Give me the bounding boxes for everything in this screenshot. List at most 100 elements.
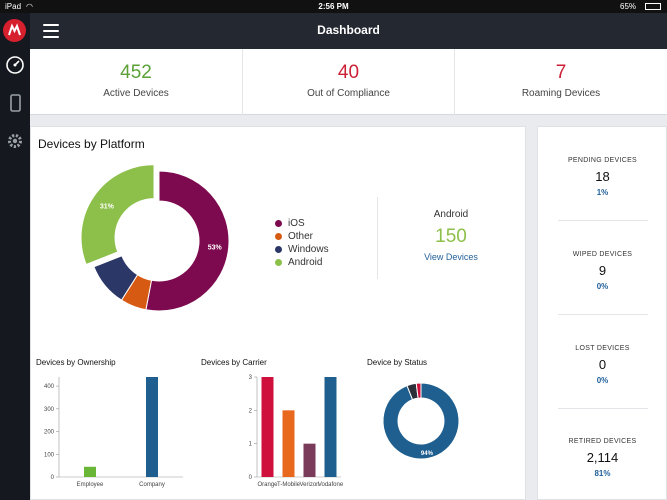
bar-company[interactable] bbox=[146, 377, 158, 477]
selected-platform-count: 150 bbox=[435, 226, 467, 247]
devices-icon[interactable] bbox=[5, 93, 25, 113]
bar-employee[interactable] bbox=[84, 466, 96, 477]
summary-strip: 452 Active Devices 40 Out of Compliance … bbox=[30, 49, 667, 115]
active-devices-summary[interactable]: 452 Active Devices bbox=[30, 49, 242, 115]
platform-legend: iOS Other Windows Android bbox=[275, 217, 329, 269]
page-title: Dashboard bbox=[317, 23, 380, 37]
top-bar: Dashboard bbox=[30, 13, 667, 49]
legend-item-windows[interactable]: Windows bbox=[275, 243, 329, 256]
y-tick-label: 2 bbox=[249, 408, 253, 414]
settings-gear-icon[interactable] bbox=[5, 131, 25, 151]
pending-devices-percent: 1% bbox=[596, 188, 609, 197]
view-devices-link[interactable]: View Devices bbox=[424, 252, 478, 262]
x-tick-label-vodafone: Vodafone bbox=[318, 482, 344, 488]
charts-card: Devices by Platform 53% 31% iOS Other Win… bbox=[30, 126, 526, 500]
slice-red[interactable] bbox=[415, 382, 422, 399]
bar-orange[interactable] bbox=[261, 377, 274, 477]
platform-donut-chart[interactable]: 53% 31% bbox=[75, 163, 245, 323]
y-tick-label: 300 bbox=[44, 407, 55, 413]
retired-devices-label: RETIRED DEVICES bbox=[568, 438, 637, 445]
y-tick-label: 200 bbox=[44, 430, 55, 436]
divider bbox=[558, 314, 648, 315]
retired-devices-value: 2,114 bbox=[586, 450, 619, 465]
lost-devices-percent: 0% bbox=[596, 376, 609, 385]
x-tick-label-t-mobile: T-Mobile bbox=[277, 482, 301, 488]
out-of-compliance-label: Out of Compliance bbox=[307, 88, 390, 99]
wiped-devices-label: WIPED DEVICES bbox=[572, 251, 633, 258]
legend-label: Android bbox=[288, 257, 323, 268]
legend-label: Windows bbox=[288, 244, 329, 255]
slice-windows[interactable] bbox=[93, 255, 139, 301]
side-rail bbox=[0, 13, 30, 500]
legend-label: iOS bbox=[288, 218, 305, 229]
bar-t-mobile[interactable] bbox=[282, 410, 295, 477]
roaming-devices-summary[interactable]: 7 Roaming Devices bbox=[454, 49, 667, 115]
legend-swatch bbox=[275, 259, 282, 266]
device-name: iPad bbox=[5, 2, 22, 11]
battery-percent: 65% bbox=[620, 2, 637, 11]
legend-swatch bbox=[275, 246, 282, 253]
out-of-compliance-summary[interactable]: 40 Out of Compliance bbox=[242, 49, 454, 115]
lost-devices-label: LOST DEVICES bbox=[575, 345, 630, 352]
y-tick-label: 100 bbox=[44, 452, 55, 458]
wiped-devices-percent: 0% bbox=[596, 282, 609, 291]
battery-icon bbox=[645, 3, 661, 10]
legend-item-other[interactable]: Other bbox=[275, 230, 329, 243]
pending-devices-label: PENDING DEVICES bbox=[567, 157, 638, 164]
legend-item-ios[interactable]: iOS bbox=[275, 217, 329, 230]
wiped-devices-stat[interactable]: WIPED DEVICES 9 0% bbox=[538, 251, 667, 291]
retired-devices-stat[interactable]: RETIRED DEVICES 2,114 81% bbox=[538, 438, 667, 478]
legend-label: Other bbox=[288, 231, 314, 242]
pending-devices-stat[interactable]: PENDING DEVICES 18 1% bbox=[538, 157, 667, 197]
slice-active[interactable] bbox=[382, 382, 460, 460]
out-of-compliance-count: 40 bbox=[337, 62, 360, 83]
pending-devices-value: 18 bbox=[595, 169, 610, 184]
clock: 2:56 PM bbox=[318, 2, 349, 11]
slice-android[interactable] bbox=[80, 164, 155, 266]
ownership-bar-chart[interactable]: 0 100 200 300 400 Employee Company bbox=[31, 371, 196, 497]
bar-verizon[interactable] bbox=[303, 443, 316, 477]
selected-platform-panel: Android 150 View Devices bbox=[391, 209, 511, 262]
divider bbox=[558, 408, 648, 409]
y-tick-label: 3 bbox=[249, 375, 253, 381]
y-tick-label: 0 bbox=[249, 475, 253, 481]
wiped-devices-value: 9 bbox=[598, 263, 607, 278]
slice-label-ios: 53% bbox=[208, 244, 223, 251]
device-stats-card: PENDING DEVICES 18 1% WIPED DEVICES 9 0%… bbox=[537, 126, 667, 500]
bar-vodafone[interactable] bbox=[324, 377, 337, 477]
slice-label-active: 94% bbox=[421, 451, 434, 457]
active-devices-label: Active Devices bbox=[103, 88, 169, 99]
legend-item-android[interactable]: Android bbox=[275, 256, 329, 269]
slice-ios[interactable] bbox=[145, 170, 230, 312]
x-tick-label-company: Company bbox=[139, 482, 165, 488]
app-logo bbox=[3, 19, 26, 42]
wifi-icon: ◠ bbox=[26, 2, 33, 11]
dashboard-icon[interactable] bbox=[5, 55, 25, 75]
legend-swatch bbox=[275, 233, 282, 240]
carrier-chart-title: Devices by Carrier bbox=[201, 358, 267, 367]
platform-chart-title: Devices by Platform bbox=[38, 137, 145, 151]
lost-devices-stat[interactable]: LOST DEVICES 0 0% bbox=[538, 345, 667, 385]
y-tick-label: 1 bbox=[249, 442, 253, 448]
slice-label-android: 31% bbox=[100, 204, 115, 211]
active-devices-count: 452 bbox=[120, 62, 152, 83]
roaming-devices-count: 7 bbox=[555, 62, 567, 83]
retired-devices-percent: 81% bbox=[594, 469, 611, 478]
status-chart-title: Device by Status bbox=[367, 358, 428, 367]
ownership-chart-title: Devices by Ownership bbox=[36, 358, 116, 367]
lost-devices-value: 0 bbox=[598, 357, 607, 372]
divider bbox=[558, 220, 648, 221]
roaming-devices-label: Roaming Devices bbox=[521, 88, 601, 99]
x-tick-label-verizon: Verizon bbox=[299, 482, 319, 488]
status-bar: iPad ◠ 2:56 PM 65% bbox=[0, 0, 667, 13]
x-tick-label-orange: Orange bbox=[257, 482, 278, 488]
selected-platform-name: Android bbox=[433, 209, 469, 220]
x-tick-label-employee: Employee bbox=[77, 482, 104, 488]
y-tick-label: 400 bbox=[44, 384, 55, 390]
divider bbox=[377, 197, 378, 279]
status-donut-chart[interactable]: 94% bbox=[379, 379, 463, 463]
menu-hamburger-icon[interactable] bbox=[43, 24, 59, 38]
legend-swatch bbox=[275, 220, 282, 227]
y-tick-label: 0 bbox=[51, 475, 55, 481]
